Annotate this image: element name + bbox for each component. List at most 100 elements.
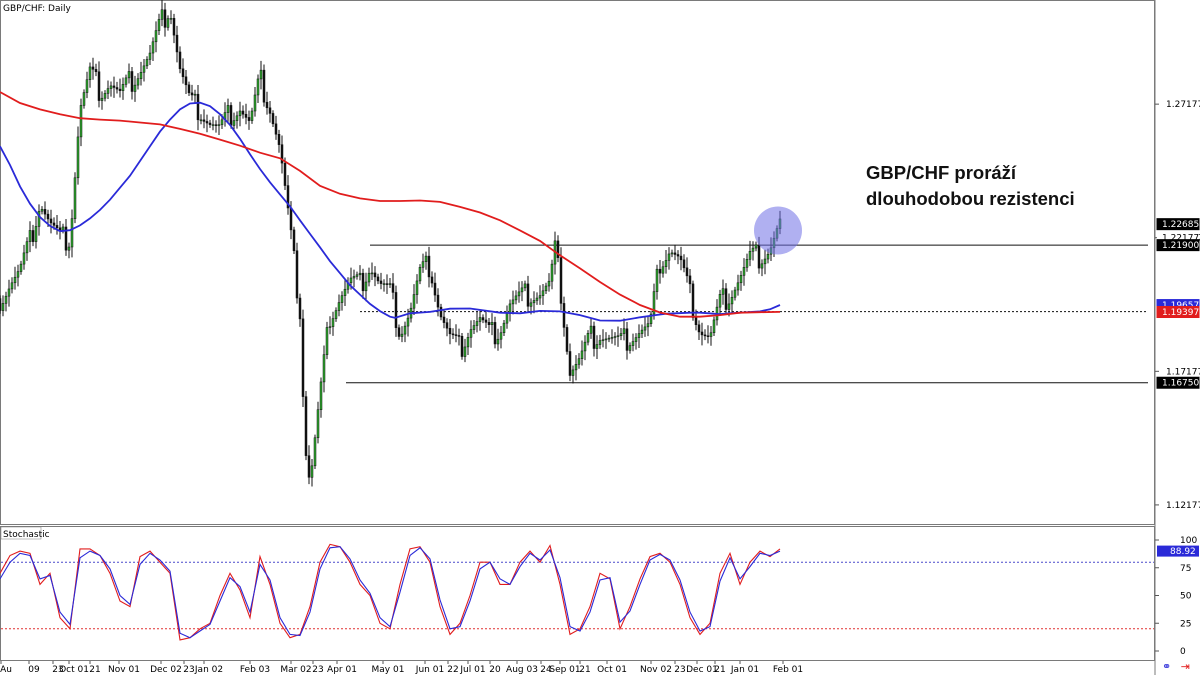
candle-body bbox=[706, 335, 710, 337]
candle-body bbox=[724, 288, 728, 310]
candle-body bbox=[661, 266, 665, 274]
candle-body bbox=[67, 246, 71, 251]
x-tick-label: Dec 02 bbox=[150, 665, 182, 675]
arrow-icon[interactable]: ⇥ bbox=[1180, 660, 1190, 673]
x-tick-label: Mar 02 bbox=[280, 665, 311, 675]
candle-body bbox=[238, 110, 242, 117]
candle-body bbox=[217, 124, 221, 126]
candle-body bbox=[52, 222, 56, 226]
candle-body bbox=[535, 297, 539, 301]
stochastic-tick-label: 100 bbox=[1180, 536, 1197, 546]
candle-body bbox=[352, 276, 356, 279]
candle-body bbox=[295, 250, 299, 299]
candle-body bbox=[280, 144, 284, 164]
candle-body bbox=[88, 66, 92, 80]
candle-body bbox=[169, 18, 173, 20]
candle-body bbox=[94, 69, 98, 72]
x-tick-label: Feb 01 bbox=[773, 665, 803, 675]
candle-body bbox=[607, 337, 611, 340]
candle-body bbox=[733, 289, 737, 298]
candle-body bbox=[115, 87, 119, 90]
candle-body bbox=[394, 292, 398, 328]
candle-body bbox=[739, 275, 743, 284]
candle-body bbox=[262, 69, 266, 103]
candle-body bbox=[670, 252, 674, 255]
candle-body bbox=[415, 280, 419, 295]
candle-body bbox=[481, 317, 485, 321]
corner-icons: ⚭ ⇥ bbox=[1162, 660, 1196, 673]
candle-body bbox=[469, 329, 473, 338]
candle-body bbox=[154, 30, 158, 43]
candle-body bbox=[658, 268, 662, 274]
candle-body bbox=[640, 329, 644, 334]
candle-body bbox=[460, 335, 464, 357]
candle-body bbox=[766, 253, 770, 260]
stochastic-D-line bbox=[0, 546, 781, 639]
candle-body bbox=[745, 259, 749, 268]
candle-body bbox=[19, 263, 23, 272]
candle-body bbox=[718, 294, 722, 308]
candle-body bbox=[625, 328, 629, 351]
x-tick-label: 09 bbox=[28, 665, 40, 675]
candle-body bbox=[697, 324, 701, 333]
candle-body bbox=[487, 322, 491, 326]
candle-body bbox=[631, 341, 635, 346]
candle-body bbox=[313, 437, 317, 467]
candle-body bbox=[130, 71, 134, 92]
candle-body bbox=[532, 300, 536, 304]
candle-body bbox=[643, 326, 647, 331]
candle-body bbox=[34, 226, 38, 242]
candle-body bbox=[499, 332, 503, 340]
candle-body bbox=[103, 93, 107, 99]
candle-body bbox=[412, 294, 416, 309]
candle-body bbox=[583, 341, 587, 352]
x-tick-label: Nov 01 bbox=[108, 665, 140, 675]
candle-body bbox=[76, 136, 80, 179]
candle-body bbox=[493, 322, 497, 345]
candle-body bbox=[748, 251, 752, 260]
candle-body bbox=[301, 318, 305, 397]
candle-body bbox=[322, 354, 326, 383]
candle-body bbox=[55, 225, 59, 229]
x-tick-label: 21 bbox=[714, 665, 725, 675]
candle-body bbox=[577, 358, 581, 365]
candle-body bbox=[550, 263, 554, 282]
x-tick-label: Jun 01 bbox=[415, 665, 444, 675]
price-tick-label: 1.12177 bbox=[1166, 501, 1200, 511]
candle-body bbox=[367, 272, 371, 283]
candle-body bbox=[610, 337, 614, 339]
candle-body bbox=[502, 322, 506, 334]
x-tick-label: Jul 01 bbox=[459, 665, 485, 675]
price-label: 1.22177 bbox=[1162, 234, 1199, 244]
candle-body bbox=[703, 334, 707, 337]
candle-body bbox=[265, 101, 269, 109]
candle-body bbox=[226, 105, 230, 113]
candle-body bbox=[655, 268, 659, 292]
candle-body bbox=[13, 276, 17, 284]
candle-body bbox=[682, 259, 686, 269]
candle-body bbox=[433, 282, 437, 296]
candle-body bbox=[397, 327, 401, 337]
price-label-box bbox=[1156, 376, 1200, 389]
candle-body bbox=[646, 323, 650, 328]
candle-body bbox=[139, 72, 143, 79]
x-tick-label: Jan 02 bbox=[194, 665, 223, 675]
candle-body bbox=[46, 213, 50, 220]
candle-body bbox=[148, 52, 152, 60]
candle-body bbox=[79, 105, 83, 138]
candle-body bbox=[175, 34, 179, 53]
x-tick-label: Jan 01 bbox=[730, 665, 759, 675]
moving-average-1 bbox=[0, 91, 781, 318]
candle-body bbox=[145, 59, 149, 67]
moving-average-0 bbox=[0, 101, 781, 322]
candle-body bbox=[304, 396, 308, 456]
candle-body bbox=[730, 296, 734, 305]
candle-body bbox=[562, 303, 566, 328]
link-icon[interactable]: ⚭ bbox=[1162, 660, 1172, 673]
candle-body bbox=[376, 276, 380, 282]
candle-body bbox=[709, 332, 713, 337]
candle-body bbox=[121, 84, 125, 91]
candle-body bbox=[712, 319, 716, 334]
candle-body bbox=[337, 302, 341, 311]
candle-body bbox=[544, 285, 548, 292]
